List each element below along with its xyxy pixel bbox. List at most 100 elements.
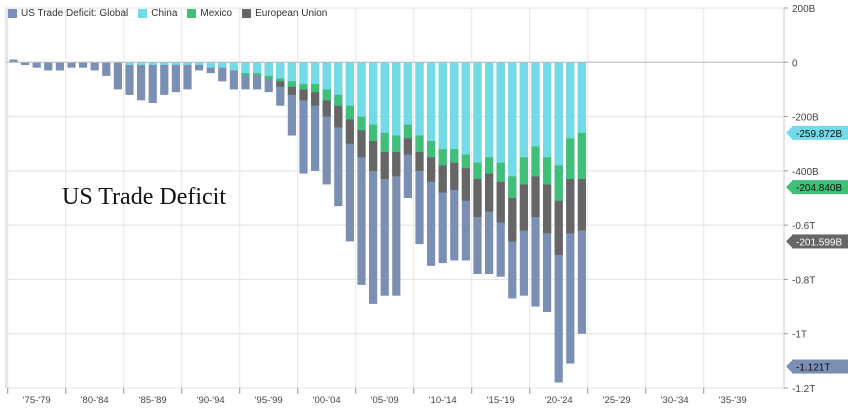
bar-china xyxy=(369,62,378,125)
bar-eu xyxy=(369,141,378,171)
bar-mexico xyxy=(276,78,285,82)
bar-mexico xyxy=(253,73,262,76)
callout-label: -204.840B xyxy=(796,183,842,194)
bar-china xyxy=(473,62,482,163)
bar-mexico xyxy=(264,75,273,79)
bar-mexico xyxy=(508,176,517,198)
bar-eu xyxy=(473,179,482,217)
bar-mexico xyxy=(369,124,378,141)
bar-eu xyxy=(519,184,528,231)
bar-eu xyxy=(438,165,447,193)
bar-china xyxy=(241,62,250,74)
y-tick-label: -1T xyxy=(792,330,807,341)
bar-global xyxy=(160,62,169,95)
legend: US Trade Deficit: Global China Mexico Eu… xyxy=(8,8,327,19)
legend-label-china: China xyxy=(151,8,178,19)
bar-global xyxy=(55,62,64,71)
bar-global xyxy=(44,62,53,71)
bar-eu xyxy=(496,181,505,223)
bar-china xyxy=(496,62,505,163)
bar-china xyxy=(218,62,227,68)
bar-eu xyxy=(554,200,563,255)
bar-mexico xyxy=(357,116,366,131)
bar-eu xyxy=(566,179,575,234)
bar-global xyxy=(392,62,401,296)
bar-global xyxy=(183,62,192,90)
x-tick-label: '20-'24 xyxy=(545,395,573,406)
bar-global xyxy=(79,62,88,68)
bar-mexico xyxy=(241,73,250,76)
legend-swatch-global xyxy=(8,9,17,18)
bar-china xyxy=(287,62,296,82)
bar-china xyxy=(148,62,157,65)
bar-china xyxy=(403,62,412,125)
bar-mexico xyxy=(345,105,354,120)
bar-mexico xyxy=(566,138,575,179)
bar-china xyxy=(519,62,528,158)
chart-title: US Trade Deficit xyxy=(62,184,226,210)
bar-eu xyxy=(392,151,401,177)
bar-mexico xyxy=(438,149,447,166)
y-tick-label: -400B xyxy=(792,167,819,178)
legend-label-global: US Trade Deficit: Global xyxy=(21,8,129,19)
callout-pointer xyxy=(786,181,792,194)
bar-eu xyxy=(577,179,586,231)
bar-mexico xyxy=(473,162,482,179)
bar-mexico xyxy=(403,124,412,139)
x-tick-label: '30-'34 xyxy=(661,395,689,406)
bar-global xyxy=(369,62,378,304)
bar-china xyxy=(461,62,470,155)
x-tick-label: '85-'89 xyxy=(139,395,167,406)
bar-mexico xyxy=(287,81,296,87)
x-tick-label: '10-'14 xyxy=(429,395,457,406)
bar-china xyxy=(554,62,563,166)
bar-china xyxy=(577,62,586,133)
x-tick-label: '80-'84 xyxy=(81,395,109,406)
bar-china xyxy=(438,62,447,150)
callout-label: -259.872B xyxy=(796,129,842,140)
bar-global xyxy=(345,62,354,242)
bar-china xyxy=(543,62,552,158)
bar-eu xyxy=(380,151,389,179)
bar-global xyxy=(357,62,366,285)
callout-box xyxy=(792,359,848,374)
callout-box xyxy=(792,125,848,140)
bar-mexico xyxy=(392,135,401,152)
bar-eu xyxy=(415,151,424,171)
legend-swatch-mexico xyxy=(187,9,197,18)
x-tick-label: '35-'39 xyxy=(719,395,747,406)
bar-global xyxy=(21,62,30,65)
bar-eu xyxy=(543,184,552,234)
bar-china xyxy=(171,62,180,65)
legend-label-mexico: Mexico xyxy=(200,8,233,19)
x-tick-label: '00-'04 xyxy=(313,395,341,406)
callout-label: -1.121T xyxy=(796,363,830,374)
bar-china xyxy=(276,62,285,79)
y-tick-label: 0 xyxy=(792,58,798,69)
bar-eu xyxy=(357,130,366,158)
bar-china xyxy=(531,62,540,147)
bar-eu xyxy=(450,162,459,190)
bar-china xyxy=(322,62,331,90)
bar-eu xyxy=(531,176,540,217)
legend-item-eu: European Union xyxy=(242,8,327,19)
callout-pointer xyxy=(786,126,792,139)
bar-global xyxy=(32,62,41,68)
bar-global xyxy=(334,62,343,207)
bar-china xyxy=(160,62,169,65)
bar-eu xyxy=(485,173,494,212)
x-tick-label: '15-'19 xyxy=(487,395,515,406)
x-tick-label: '95-'99 xyxy=(255,395,283,406)
bar-mexico xyxy=(415,135,424,152)
legend-item-global: US Trade Deficit: Global xyxy=(8,8,128,19)
bar-mexico xyxy=(380,132,389,152)
bar-global xyxy=(171,62,180,93)
x-tick-label: '75-'79 xyxy=(23,395,51,406)
bar-mexico xyxy=(334,94,343,106)
bar-china xyxy=(299,62,308,84)
legend-item-china: China xyxy=(138,8,177,19)
bar-china xyxy=(357,62,366,117)
bar-china xyxy=(508,62,517,177)
bar-china xyxy=(137,62,146,65)
